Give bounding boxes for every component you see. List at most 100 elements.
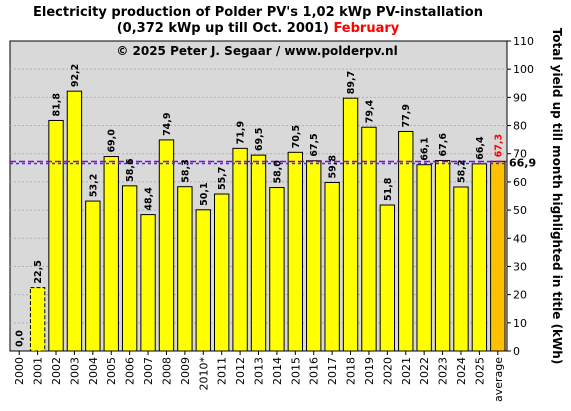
chart-title-month: February (333, 21, 399, 36)
x-tick-label: 2023 (437, 357, 450, 385)
x-tick-label: 2007 (142, 357, 155, 385)
value-label: 69,0 (107, 129, 118, 153)
y-tick-label: 60 (513, 176, 527, 189)
x-tick-label: 2018 (345, 357, 358, 385)
copyright-notice: © 2025 Peter J. Segaar / www.polderpv.nl (116, 44, 397, 58)
value-label: 58,0 (272, 160, 283, 184)
value-label: 66,1 (420, 137, 431, 160)
y-tick-label: 30 (513, 260, 527, 273)
bar-2018 (342, 97, 359, 352)
y-tick-label: 80 (513, 120, 527, 133)
average-reference-line: 66,9 (10, 156, 536, 169)
value-label: 22,5 (33, 260, 44, 283)
bar-2008 (158, 139, 175, 352)
bar-2024 (453, 186, 469, 352)
value-label: 69,5 (254, 128, 265, 151)
bar-2012 (232, 147, 248, 352)
bar-2020 (379, 204, 396, 352)
value-label: 58,3 (180, 159, 191, 182)
value-label: 58,2 (456, 160, 467, 183)
x-tick-label: 2010* (197, 357, 210, 391)
value-label: 0,0 (15, 330, 26, 347)
y-tick-label: 90 (513, 91, 527, 104)
bar-2016 (306, 160, 322, 352)
y-tick-label: 50 (513, 204, 527, 217)
bar-2002 (48, 119, 64, 352)
value-label: 92,2 (70, 64, 81, 87)
x-tick-label: 2009 (179, 357, 192, 385)
value-label: 67,5 (309, 133, 320, 156)
bar-2023 (434, 159, 451, 352)
x-tick-label: 2001 (32, 357, 45, 385)
x-tick-label: 2019 (363, 357, 376, 385)
bar-2004 (85, 200, 101, 352)
bar-2001 (29, 287, 46, 352)
value-label: 55,7 (217, 167, 228, 190)
value-label: 59,8 (328, 155, 339, 179)
bar-2003 (66, 90, 83, 352)
chart-title-line2: (0,372 kWp up till Oct. 2001) February (117, 21, 400, 36)
chart-title-capacity: (0,372 kWp up till Oct. 2001) (117, 21, 329, 36)
bar-average (490, 160, 506, 352)
value-label: 51,8 (383, 177, 394, 201)
value-label: 67,3 (493, 134, 504, 157)
value-label: 89,7 (346, 71, 357, 94)
value-label: 50,1 (199, 182, 210, 205)
x-tick-label: 2012 (234, 357, 247, 385)
bar-2013 (250, 154, 267, 352)
y-tick-label: 40 (513, 232, 527, 245)
y-tick-label: 110 (513, 35, 534, 48)
y-axis: 0 10 20 30 40 50 60 70 80 90 100 110 (507, 35, 534, 358)
x-tick-label: average (492, 357, 505, 402)
bar-2005 (103, 156, 119, 352)
bar-2017 (324, 181, 340, 352)
bar-2010 (195, 209, 211, 352)
bar-2009 (177, 186, 193, 352)
bar-2025 (471, 163, 488, 352)
chart-title-line1: Electricity production of Polder PV's 1,… (33, 5, 483, 20)
y-tick-label: 20 (513, 289, 527, 302)
x-tick-label: 2005 (105, 357, 118, 385)
x-tick-label: 2021 (400, 357, 413, 385)
bar-2007 (140, 214, 156, 352)
x-tick-label: 2004 (87, 357, 100, 385)
y-tick-label: 70 (513, 148, 527, 161)
x-tick-label: 2002 (50, 357, 63, 385)
x-tick-label: 2003 (68, 357, 81, 385)
value-label: 67,6 (438, 133, 449, 157)
x-axis: 2000 2001 2002 2003 2004 2005 2006 2007 2008 2009… (13, 351, 505, 402)
value-label: 58,6 (125, 158, 136, 182)
bar-2022 (416, 164, 432, 352)
value-labels: 0,0 22,5 81,8 92,2 53,2 69,0 58,6 48,4 74,9 58,3 5… (15, 64, 505, 347)
value-label: 74,9 (162, 112, 173, 135)
bar-2014 (269, 187, 285, 352)
x-tick-label: 2015 (289, 357, 302, 385)
x-tick-label: 2017 (326, 357, 339, 385)
x-tick-label: 2022 (418, 357, 431, 385)
bars (29, 90, 506, 352)
x-tick-label: 2008 (160, 357, 173, 385)
x-tick-label: 2025 (473, 357, 486, 385)
y-tick-label: 0 (513, 345, 520, 358)
bar-2021 (398, 130, 414, 352)
bar-2015 (287, 151, 303, 352)
value-label: 66,4 (475, 136, 486, 160)
value-label: 48,4 (144, 187, 155, 211)
bar-2011 (214, 193, 230, 352)
x-tick-label: 2011 (216, 357, 229, 385)
value-label: 81,8 (52, 93, 63, 117)
value-label: 71,9 (236, 121, 247, 144)
reference-line-label: 66,9 (509, 156, 536, 169)
x-tick-label: 2013 (253, 357, 266, 385)
value-label: 79,4 (364, 99, 375, 123)
value-label: 77,9 (401, 104, 412, 127)
value-label: 53,2 (88, 174, 99, 197)
x-tick-label: 2016 (308, 357, 321, 385)
x-tick-label: 2000 (13, 357, 26, 385)
value-label: 70,5 (291, 125, 302, 148)
x-tick-label: 2014 (271, 357, 284, 385)
y-tick-label: 10 (513, 317, 527, 330)
x-tick-label: 2020 (381, 357, 394, 385)
y-tick-label: 100 (513, 63, 534, 76)
